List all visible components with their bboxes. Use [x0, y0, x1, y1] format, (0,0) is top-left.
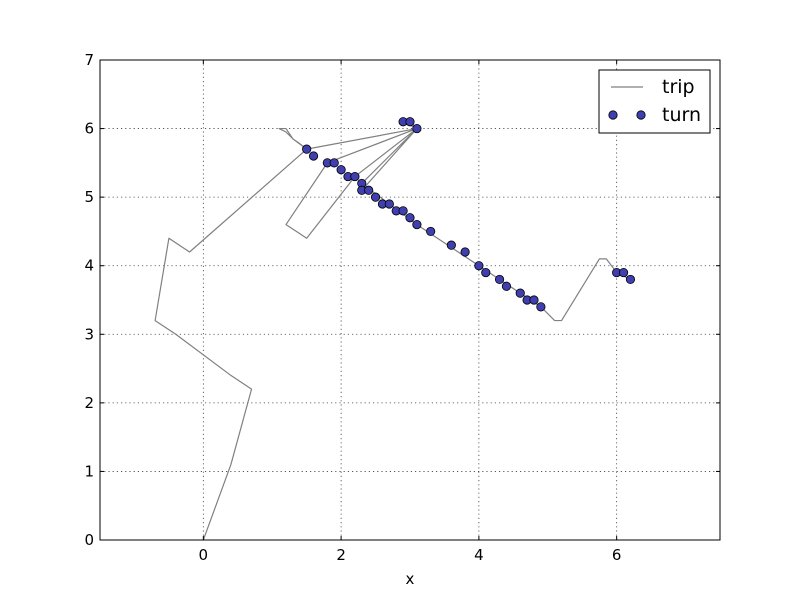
- point-turn: [302, 144, 312, 154]
- point-turn: [364, 185, 374, 195]
- y-tick-label: 6: [84, 120, 94, 138]
- point-turn: [501, 281, 512, 291]
- point-turn: [336, 165, 346, 175]
- x-tick-label: 6: [612, 546, 622, 564]
- y-tick-label: 1: [84, 462, 94, 480]
- point-turn: [536, 302, 546, 312]
- point-turn: [370, 192, 381, 202]
- point-turn: [329, 158, 339, 168]
- x-axis-title: x: [406, 570, 415, 588]
- point-turn: [494, 274, 505, 285]
- legend-turn-swatch-marker: [636, 110, 646, 120]
- y-tick-label: 2: [84, 394, 94, 412]
- x-tick-label: 0: [199, 546, 209, 564]
- point-turn: [474, 261, 484, 271]
- legend-turn-swatch-marker: [608, 110, 618, 120]
- point-turn: [618, 267, 629, 278]
- point-turn: [529, 295, 539, 305]
- point-turn: [625, 274, 636, 285]
- point-turn: [405, 213, 415, 223]
- plot-frame: [99, 59, 721, 541]
- plot-area: [154, 117, 636, 540]
- legend-box: [598, 69, 711, 134]
- point-turn: [405, 117, 415, 127]
- point-turn: [350, 171, 360, 182]
- point-turn: [481, 267, 491, 278]
- point-turn: [308, 151, 319, 161]
- legend-turn-label: turn: [662, 104, 701, 126]
- point-turn: [384, 199, 394, 209]
- x-tick-label: 2: [336, 546, 346, 564]
- point-turn: [398, 206, 408, 216]
- legend: trip turn: [598, 69, 711, 134]
- y-tick-label: 7: [84, 51, 94, 69]
- point-turn: [412, 219, 422, 230]
- point-turn: [426, 226, 436, 237]
- axis-ticks: 0 2 4 6 0 1 2 3 4 5 6 7: [84, 51, 720, 564]
- point-turn: [515, 288, 525, 298]
- point-turn: [412, 123, 422, 134]
- y-tick-label: 5: [84, 188, 94, 206]
- point-turn: [460, 247, 470, 257]
- y-tick-label: 4: [84, 257, 94, 275]
- y-tick-label: 3: [84, 325, 94, 343]
- x-tick-label: 4: [474, 546, 484, 564]
- legend-trip-label: trip: [662, 76, 695, 98]
- point-turn: [446, 240, 456, 250]
- y-tick-label: 0: [84, 531, 94, 549]
